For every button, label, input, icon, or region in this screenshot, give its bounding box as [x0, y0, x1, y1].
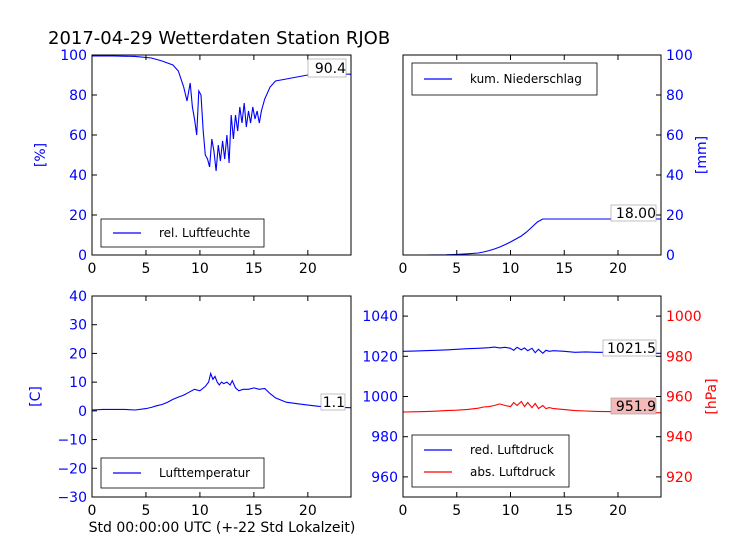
y-tick-label: −10 [57, 433, 87, 449]
x-tick-label: 15 [245, 261, 263, 277]
x-tick-label: 5 [141, 503, 150, 519]
figure-title: 2017-04-29 Wetterdaten Station RJOB [48, 28, 390, 49]
y-tick-label: 0 [666, 248, 675, 264]
y-tick-label: 0 [78, 248, 87, 264]
y-tick-label: 60 [666, 128, 684, 144]
y-tick-label: 40 [69, 289, 87, 305]
y-tick-label: 20 [666, 208, 684, 224]
last-value-box [307, 58, 347, 78]
last-value-box [602, 339, 657, 357]
legend-label: rel. Luftfeuchte [159, 226, 250, 240]
panel-temperature: 0 5 10 15 20 −30 −20 −10 0 10 20 30 40 [C] Lufttempera… [28, 289, 352, 519]
last-value-label: 18.00 [616, 206, 656, 222]
x-tick-label: 10 [191, 261, 209, 277]
series-line-temperature-0 [92, 371, 351, 411]
last-value-box [610, 204, 657, 222]
last-value-box [320, 393, 346, 411]
x-tick-label: 0 [399, 503, 408, 519]
series-line-precip-0 [403, 218, 661, 255]
y-tick-label: 20 [69, 208, 87, 224]
y-tick-label: 20 [69, 346, 87, 362]
y-tick-label: 980 [371, 430, 398, 446]
panel-pressure: 0 5 10 15 20 960 980 1000 1020 1040 920 940 960 980 10… [362, 295, 720, 519]
x-tick-label: 0 [88, 503, 97, 519]
axes-frame [402, 54, 662, 256]
last-value-label: 90.4 [315, 61, 346, 77]
axes-frame [91, 54, 352, 256]
x-tick-label: 15 [555, 261, 573, 277]
series-line-pressure-0 [403, 346, 661, 355]
x-tick-label: 20 [299, 503, 317, 519]
y-tick-label: −20 [57, 461, 87, 477]
y-tick-label: 1000 [362, 390, 398, 406]
figure-xlabel: Std 00:00:00 UTC (+-22 Std Lokalzeit) [89, 520, 356, 536]
y-tick-label: 40 [69, 168, 87, 184]
last-value-label: 951.9 [616, 399, 656, 415]
y-tick-label: 100 [666, 48, 693, 64]
y-tick-label: 40 [666, 168, 684, 184]
y-tick-label: 100 [60, 48, 87, 64]
y-axis-label: [C] [28, 386, 44, 407]
legend-label: abs. Luftdruck [470, 465, 555, 479]
y-tick-label: 960 [371, 470, 398, 486]
last-value-label: 1021.5 [607, 341, 656, 357]
panel-humidity: 0 5 10 15 20 0 20 40 60 80 100 [%] rel. Luftfeuchte 9… [33, 48, 352, 277]
y-tick-label: 940 [666, 430, 693, 446]
y-tick-label: −30 [57, 490, 87, 506]
x-tick-label: 0 [88, 261, 97, 277]
y-axis-label-right: [hPa] [704, 378, 720, 414]
x-tick-label: 5 [452, 503, 461, 519]
last-value-label: 1.1 [323, 395, 345, 411]
axes-frame [91, 295, 352, 498]
legend-label: red. Luftdruck [470, 443, 554, 457]
y-tick-label: 980 [666, 349, 693, 365]
x-tick-label: 5 [452, 261, 461, 277]
y-tick-label: 60 [69, 128, 87, 144]
y-tick-label: 1040 [362, 309, 398, 325]
y-tick-label: 1000 [666, 309, 702, 325]
legend-box [411, 434, 570, 488]
x-tick-label: 5 [141, 261, 150, 277]
y-axis-label: [%] [33, 143, 49, 167]
x-tick-label: 10 [502, 261, 520, 277]
y-tick-label: 80 [666, 88, 684, 104]
y-tick-label: 960 [666, 390, 693, 406]
y-tick-label: 80 [69, 88, 87, 104]
x-tick-label: 10 [191, 503, 209, 519]
y-tick-label: 1020 [362, 349, 398, 365]
x-tick-label: 15 [245, 503, 263, 519]
x-tick-label: 20 [609, 503, 627, 519]
y-tick-label: 920 [666, 470, 693, 486]
series-line-pressure-1 [403, 400, 661, 414]
y-tick-label: 10 [69, 375, 87, 391]
panel-precip: 0 5 10 15 20 0 20 40 60 80 100 [mm] kum. Niederschla… [399, 48, 710, 277]
y-tick-label: 30 [69, 318, 87, 334]
y-axis-label: [mm] [694, 136, 710, 174]
last-value-box [610, 397, 657, 415]
legend-label: Lufttemperatur [159, 466, 250, 480]
series-line-humidity-0 [92, 55, 351, 172]
y-tick-label: 0 [78, 404, 87, 420]
x-tick-label: 20 [299, 261, 317, 277]
x-tick-label: 10 [502, 503, 520, 519]
x-tick-label: 15 [555, 503, 573, 519]
legend-label: kum. Niederschlag [470, 72, 582, 86]
x-tick-label: 0 [399, 261, 408, 277]
x-tick-label: 20 [609, 261, 627, 277]
